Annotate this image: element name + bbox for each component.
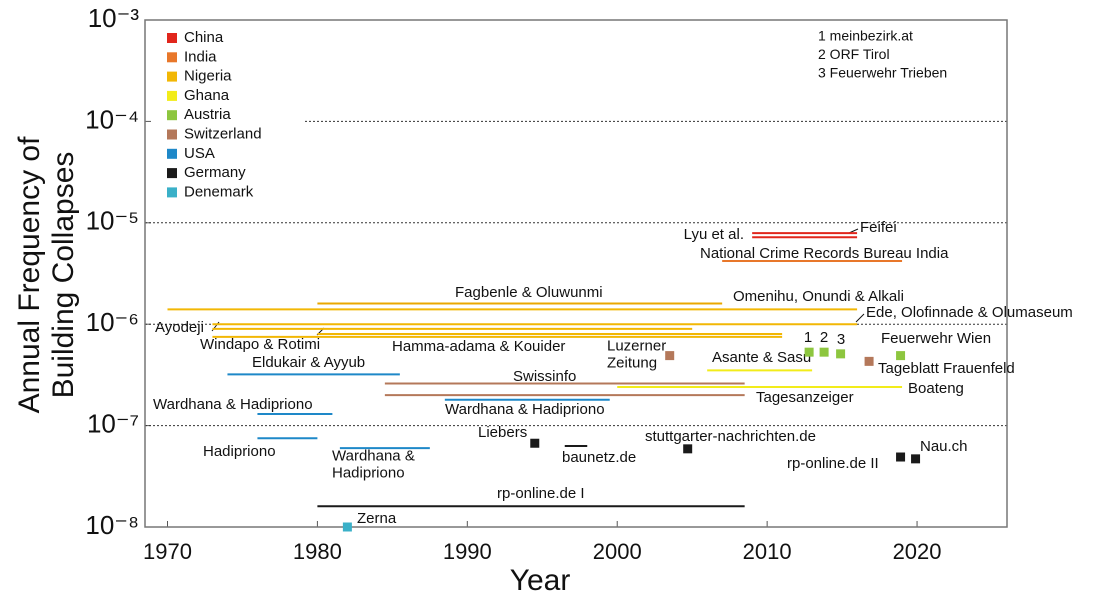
legend-swatch [167, 52, 177, 63]
segment-label: rp-online.de I [497, 485, 585, 502]
y-tick-label: 10⁻⁵ [86, 206, 139, 236]
segment-label: National Crime Records Bureau India [700, 245, 949, 262]
legend-label: Denemark [184, 183, 254, 200]
segment-label: Ede, Olofinnade & Olumaseum [866, 304, 1073, 321]
legend-swatch [167, 90, 177, 101]
segment-label: Feifei [860, 219, 897, 236]
segment-label: Windapo & Rotimi [200, 336, 320, 353]
note: 1 meinbezirk.at [818, 28, 913, 44]
segment-label: Lyu et al. [684, 226, 744, 243]
segment-label: Hadipriono [203, 443, 276, 460]
note: 2 ORF Tirol [818, 46, 890, 62]
legend-swatch [167, 168, 177, 179]
legend-label: Germany [184, 164, 246, 181]
y-tick-label: 10⁻³ [88, 3, 140, 33]
point-label: Tageblatt Frauenfeld [878, 360, 1015, 377]
legend-swatch [167, 148, 177, 159]
segment-label: Wardhana & Hadipriono [332, 447, 415, 481]
segment-label: baunetz.de [562, 449, 636, 466]
plot-frame [144, 19, 1008, 528]
legend-label: Switzerland [184, 125, 262, 142]
x-axis-title: Year [510, 564, 571, 597]
note: 3 Feuerwehr Trieben [818, 65, 947, 81]
legend-swatch [167, 129, 177, 140]
point-marker [683, 444, 693, 454]
legend-swatch [167, 110, 177, 121]
point-label: 2 [820, 329, 828, 346]
point-label: 3 [837, 331, 845, 348]
point-label: Zerna [357, 510, 397, 527]
legend-label: Nigeria [184, 68, 232, 85]
y-tick-label: 10⁻⁶ [86, 307, 139, 337]
legend-swatch [167, 187, 177, 198]
y-tick-label: 10⁻⁷ [87, 408, 139, 438]
point-marker [530, 438, 540, 448]
point-label: Luzerner Zeitung [607, 337, 666, 371]
x-tick-label: 1990 [443, 539, 492, 564]
x-tick-label: 1970 [143, 539, 192, 564]
point-marker [911, 454, 921, 464]
y-tick-label: 10⁻⁸ [85, 510, 139, 540]
segment-label: Tagesanzeiger [756, 389, 854, 406]
legend-label: China [184, 29, 224, 46]
legend-label: India [184, 48, 217, 65]
segment-label: Eldukair & Ayyub [252, 354, 365, 371]
point-label: stuttgarter-nachrichten.de [645, 428, 816, 445]
x-tick-label: 2020 [893, 539, 942, 564]
point-marker [342, 522, 352, 532]
segment-label: Fagbenle & Oluwunmi [455, 284, 603, 301]
x-tick-label: 2010 [743, 539, 792, 564]
point-marker [836, 349, 846, 359]
legend-swatch [167, 71, 177, 82]
segment-label: Asante & Sasu [712, 349, 811, 366]
point-label: rp-online.de II [787, 455, 879, 472]
segment-label: Omenihu, Onundi & Alkali [733, 288, 904, 305]
legend-swatch [167, 33, 177, 43]
point-marker [864, 356, 874, 366]
y-axis-title: Annual Frequency ofBuilding Collapses [13, 136, 80, 414]
point-marker [896, 351, 906, 361]
point-marker [804, 347, 814, 357]
point-marker [665, 351, 675, 361]
point-label: 1 [804, 329, 812, 346]
point-label: Liebers [478, 424, 527, 441]
x-tick-label: 1980 [293, 539, 342, 564]
x-tick-label: 2000 [593, 539, 642, 564]
point-marker [819, 347, 829, 357]
legend-label: Austria [184, 106, 231, 123]
segment-label: Swissinfo [513, 368, 576, 385]
leader-line [855, 313, 865, 323]
legend-label: USA [184, 145, 215, 162]
y-tick-label: 10⁻⁴ [85, 104, 139, 134]
segment-label: Boateng [908, 380, 964, 397]
segment-label: Ayodeji [155, 319, 204, 336]
segment-label: Wardhana & Hadipriono [153, 396, 313, 413]
point-marker [896, 452, 906, 462]
segment-label: Wardhana & Hadipriono [445, 401, 605, 418]
point-label: Feuerwehr Wien [881, 330, 991, 347]
legend-label: Ghana [184, 87, 230, 104]
segment-label: Hamma-adama & Kouider [392, 338, 565, 355]
point-label: Nau.ch [920, 438, 968, 455]
